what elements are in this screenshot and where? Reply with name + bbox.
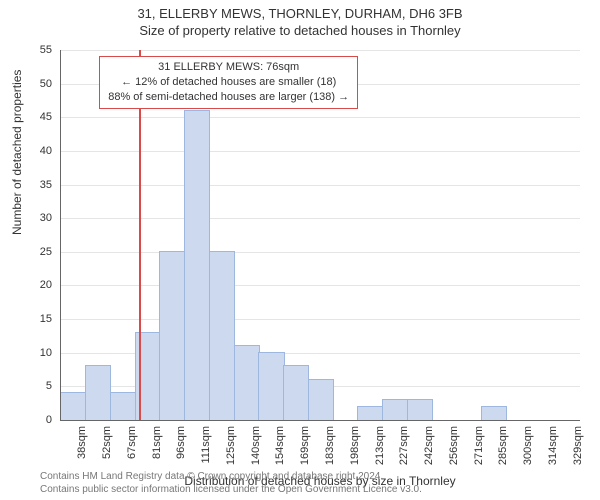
- x-tick-label: 111sqm: [200, 426, 212, 464]
- x-tick-label: 154sqm: [274, 426, 286, 465]
- histogram-bar: [209, 251, 235, 420]
- x-tick-label: 198sqm: [349, 426, 361, 465]
- y-tick-label: 45: [22, 111, 52, 123]
- x-tick-label: 285sqm: [497, 426, 509, 465]
- chart-container: 31, ELLERBY MEWS, THORNLEY, DURHAM, DH6 …: [0, 0, 600, 500]
- y-tick-label: 40: [22, 145, 52, 157]
- y-tick-label: 30: [22, 212, 52, 224]
- title-block: 31, ELLERBY MEWS, THORNLEY, DURHAM, DH6 …: [0, 0, 600, 40]
- x-tick-label: 169sqm: [299, 426, 311, 465]
- x-axis-line: [60, 420, 580, 421]
- y-tick-label: 25: [22, 246, 52, 258]
- x-tick-label: 256sqm: [448, 426, 460, 465]
- x-tick-label: 96sqm: [175, 426, 187, 459]
- y-tick-label: 5: [22, 380, 52, 392]
- y-tick-label: 0: [22, 414, 52, 426]
- footer-line-1: Contains HM Land Registry data © Crown c…: [40, 471, 422, 484]
- y-tick-label: 50: [22, 78, 52, 90]
- x-tick-label: 271sqm: [473, 426, 485, 465]
- x-tick-label: 314sqm: [547, 426, 559, 465]
- gridline: [60, 185, 580, 186]
- x-tick-label: 227sqm: [398, 426, 410, 465]
- x-tick-label: 329sqm: [572, 426, 584, 465]
- histogram-bar: [159, 251, 185, 420]
- gridline: [60, 252, 580, 253]
- x-tick-label: 300sqm: [522, 426, 534, 465]
- y-tick-label: 35: [22, 179, 52, 191]
- gridline: [60, 117, 580, 118]
- y-axis-line: [60, 50, 61, 420]
- gridline: [60, 151, 580, 152]
- histogram-bar: [184, 110, 210, 420]
- histogram-bar: [382, 399, 408, 420]
- x-tick-label: 183sqm: [324, 426, 336, 465]
- x-tick-label: 213sqm: [374, 426, 386, 465]
- histogram-bar: [234, 345, 260, 420]
- gridline: [60, 285, 580, 286]
- chart-area: 31 ELLERBY MEWS: 76sqm← 12% of detached …: [60, 50, 580, 420]
- y-tick-label: 55: [22, 44, 52, 56]
- x-tick-label: 52sqm: [101, 426, 113, 459]
- plot-region: 31 ELLERBY MEWS: 76sqm← 12% of detached …: [60, 50, 580, 420]
- histogram-bar: [481, 406, 507, 420]
- histogram-bar: [60, 392, 86, 420]
- histogram-bar: [110, 392, 136, 420]
- histogram-bar: [258, 352, 284, 420]
- callout-line: ← 12% of detached houses are smaller (18…: [108, 75, 349, 90]
- y-tick-label: 20: [22, 279, 52, 291]
- x-tick-label: 81sqm: [151, 426, 163, 459]
- histogram-bar: [308, 379, 334, 420]
- gridline: [60, 50, 580, 51]
- footer-attribution: Contains HM Land Registry data © Crown c…: [40, 471, 422, 496]
- histogram-bar: [407, 399, 433, 420]
- histogram-bar: [85, 365, 111, 420]
- x-tick-label: 125sqm: [225, 426, 237, 465]
- x-tick-label: 38sqm: [76, 426, 88, 459]
- x-tick-label: 140sqm: [250, 426, 262, 465]
- histogram-bar: [357, 406, 383, 420]
- y-tick-label: 10: [22, 347, 52, 359]
- x-tick-label: 67sqm: [126, 426, 138, 459]
- histogram-bar: [283, 365, 309, 420]
- x-tick-label: 242sqm: [423, 426, 435, 465]
- gridline: [60, 218, 580, 219]
- callout-line: 31 ELLERBY MEWS: 76sqm: [108, 60, 349, 75]
- footer-line-2: Contains public sector information licen…: [40, 484, 422, 497]
- y-tick-label: 15: [22, 313, 52, 325]
- gridline: [60, 319, 580, 320]
- marker-callout: 31 ELLERBY MEWS: 76sqm← 12% of detached …: [99, 56, 358, 109]
- title-line-1: 31, ELLERBY MEWS, THORNLEY, DURHAM, DH6 …: [0, 6, 600, 23]
- callout-line: 88% of semi-detached houses are larger (…: [108, 90, 349, 105]
- title-line-2: Size of property relative to detached ho…: [0, 23, 600, 40]
